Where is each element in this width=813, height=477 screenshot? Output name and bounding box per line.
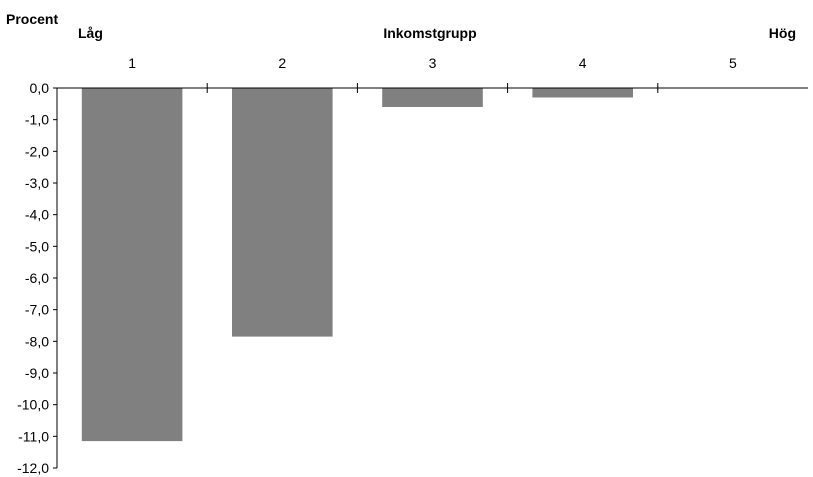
x-end-label-high: Hög	[769, 25, 796, 41]
bar-4	[532, 88, 633, 98]
y-tick-label: -1,0	[25, 112, 49, 128]
y-tick-label: -3,0	[25, 175, 49, 191]
y-tick-label: -5,0	[25, 238, 49, 254]
x-tick-label: 3	[429, 55, 437, 71]
y-axis-label: Procent	[6, 11, 58, 27]
bar-2	[232, 88, 333, 337]
x-tick-label: 5	[729, 55, 737, 71]
x-tick-label: 2	[278, 55, 286, 71]
y-tick-label: -6,0	[25, 270, 49, 286]
y-tick-label: -11,0	[18, 428, 49, 444]
y-tick-label: -12,0	[17, 460, 49, 476]
y-tick-label: -10,0	[17, 397, 49, 413]
x-end-label-low: Låg	[78, 25, 103, 41]
plot-area: 0,0 -1,0 -2,0 -3,0 -4,0 -5,0 -6,0 -7,0 -8,0 -9,0 -…	[17, 55, 808, 476]
y-tick-label: 0,0	[30, 80, 50, 96]
x-axis-label: Inkomstgrupp	[383, 25, 476, 41]
y-tick-label: -4,0	[25, 207, 49, 223]
bar-1	[81, 88, 183, 442]
y-tick-label: -7,0	[25, 302, 49, 318]
x-tick-label: 4	[579, 55, 587, 71]
y-tick-label: -2,0	[25, 143, 49, 159]
y-tick-label: -9,0	[25, 365, 49, 381]
y-tick-label: -8,0	[25, 333, 49, 349]
x-tick-label: 1	[128, 55, 136, 71]
bar-3	[382, 88, 483, 107]
